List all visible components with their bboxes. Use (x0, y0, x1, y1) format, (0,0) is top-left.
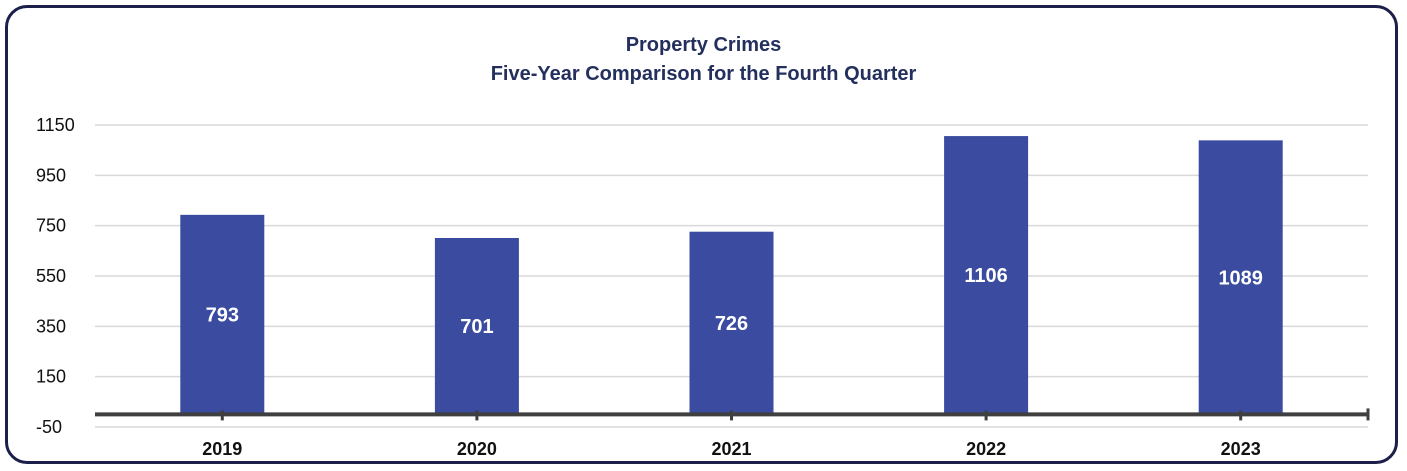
y-tick-label: 950 (36, 165, 66, 185)
chart-subtitle: Five-Year Comparison for the Fourth Quar… (490, 63, 917, 85)
data-label: 793 (206, 305, 239, 327)
y-tick-label: 550 (36, 266, 66, 286)
x-tick-label: 2021 (711, 439, 751, 459)
x-tick-label: 2022 (966, 439, 1006, 459)
data-label: 701 (460, 316, 493, 338)
y-tick-label: 1150 (36, 115, 75, 135)
data-label: 726 (715, 313, 748, 335)
x-tick-label: 2019 (202, 439, 242, 459)
y-tick-label: -50 (36, 417, 62, 437)
bar (1198, 140, 1283, 415)
bar (180, 214, 265, 415)
data-label: 1089 (1218, 267, 1263, 289)
y-tick-label: 750 (36, 216, 66, 236)
bar (944, 136, 1029, 415)
chart-title: Property Crimes (625, 34, 782, 56)
y-tick-label: 150 (36, 367, 66, 387)
y-tick-label: 350 (36, 316, 66, 336)
x-tick-label: 2020 (457, 439, 497, 459)
bar (434, 237, 519, 415)
data-label: 1106 (964, 265, 1007, 287)
x-tick-label: 2023 (1221, 439, 1261, 459)
bar (689, 231, 774, 415)
